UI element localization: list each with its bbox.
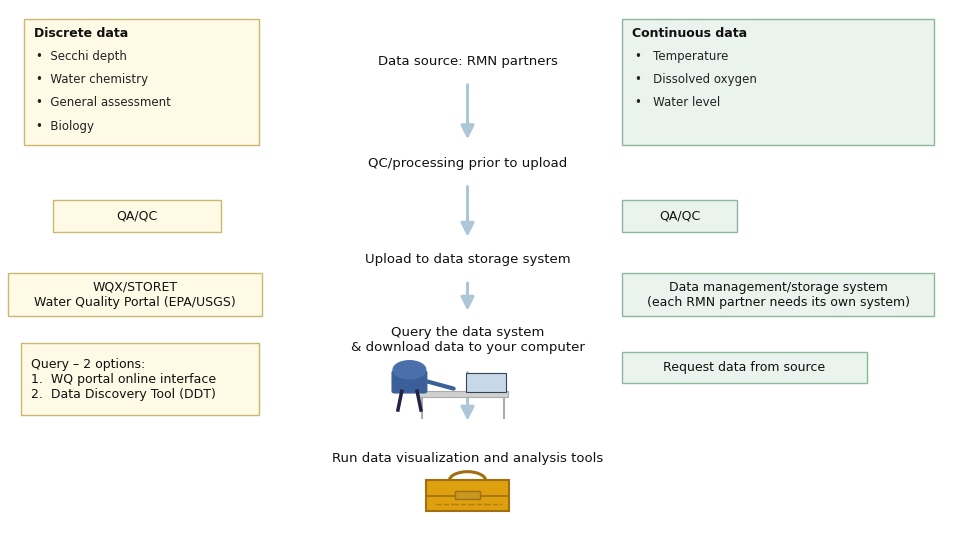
Text: •  Biology: • Biology — [36, 120, 94, 132]
FancyBboxPatch shape — [622, 19, 934, 145]
FancyBboxPatch shape — [21, 343, 259, 415]
FancyBboxPatch shape — [417, 391, 509, 397]
Text: QA/QC: QA/QC — [116, 210, 157, 222]
Text: •  Secchi depth: • Secchi depth — [36, 50, 128, 63]
FancyBboxPatch shape — [622, 352, 867, 383]
Text: Upload to data storage system: Upload to data storage system — [365, 254, 570, 266]
Text: WQX/STORET
Water Quality Portal (EPA/USGS): WQX/STORET Water Quality Portal (EPA/USG… — [34, 281, 236, 309]
Text: QA/QC: QA/QC — [660, 210, 700, 222]
Text: Data management/storage system
(each RMN partner needs its own system): Data management/storage system (each RMN… — [647, 281, 909, 309]
Text: •   Dissolved oxygen: • Dissolved oxygen — [635, 73, 756, 86]
FancyBboxPatch shape — [466, 373, 506, 392]
FancyBboxPatch shape — [392, 371, 426, 393]
FancyBboxPatch shape — [24, 19, 259, 145]
FancyBboxPatch shape — [455, 491, 480, 498]
Text: Continuous data: Continuous data — [632, 27, 747, 40]
Text: •   Water level: • Water level — [635, 96, 720, 109]
Text: Run data visualization and analysis tools: Run data visualization and analysis tool… — [332, 452, 603, 465]
Text: •   Temperature: • Temperature — [635, 50, 728, 63]
Text: Data source: RMN partners: Data source: RMN partners — [377, 55, 558, 68]
FancyBboxPatch shape — [622, 200, 737, 232]
FancyBboxPatch shape — [426, 480, 509, 511]
Text: Query – 2 options:
1.  WQ portal online interface
2.  Data Discovery Tool (DDT): Query – 2 options: 1. WQ portal online i… — [31, 358, 216, 401]
Text: Discrete data: Discrete data — [34, 27, 128, 40]
Text: •  General assessment: • General assessment — [36, 96, 171, 109]
FancyBboxPatch shape — [8, 273, 262, 316]
FancyBboxPatch shape — [622, 273, 934, 316]
Circle shape — [394, 361, 426, 379]
FancyBboxPatch shape — [53, 200, 221, 232]
Text: Request data from source: Request data from source — [663, 361, 826, 374]
Text: Query the data system
& download data to your computer: Query the data system & download data to… — [350, 326, 585, 354]
Text: QC/processing prior to upload: QC/processing prior to upload — [368, 157, 567, 170]
Text: •  Water chemistry: • Water chemistry — [36, 73, 149, 86]
